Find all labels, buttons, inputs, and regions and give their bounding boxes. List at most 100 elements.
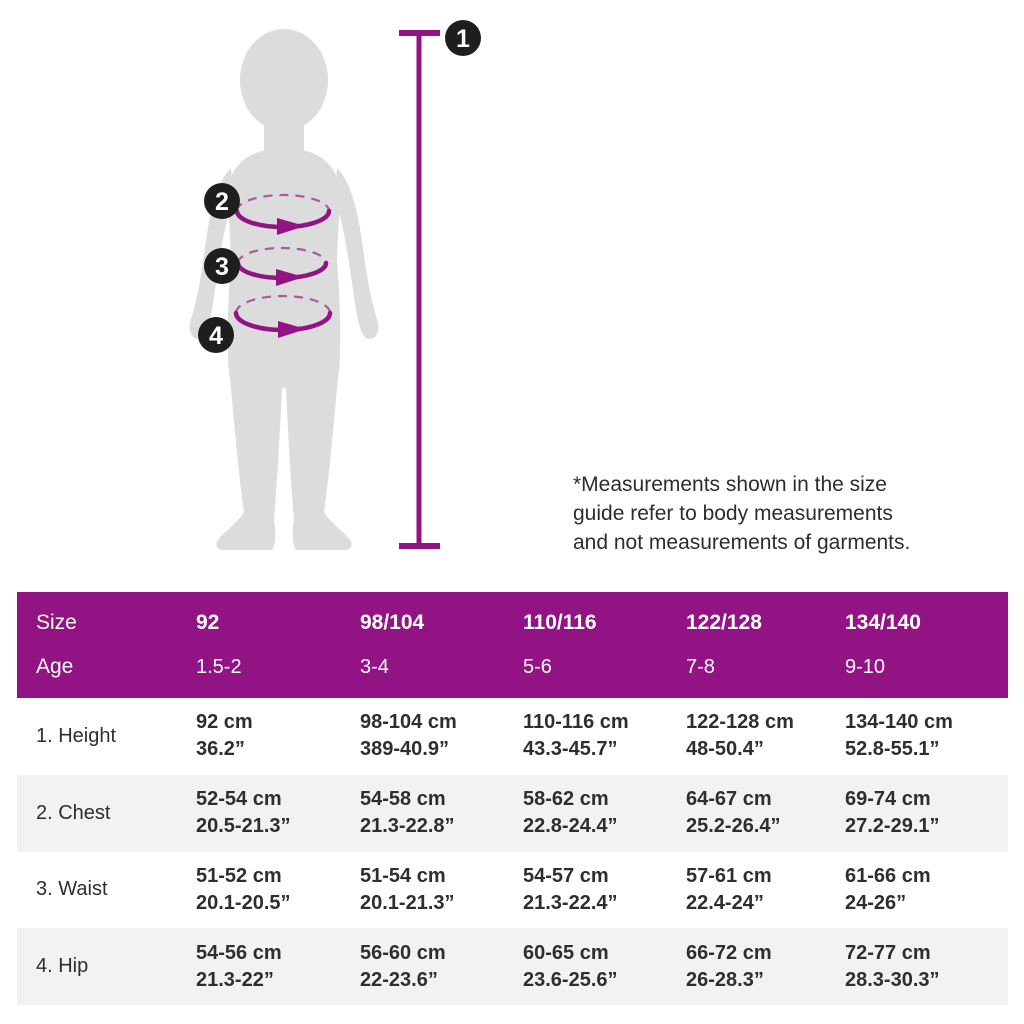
size-header-value-3: 122/128 (686, 611, 762, 634)
inches-value: 36.2” (196, 738, 245, 761)
silhouette-right-arm (335, 168, 379, 339)
age-header-value-0: 1.5-2 (196, 655, 242, 678)
size-header-value-4: 134/140 (845, 611, 921, 634)
marker-badge-waist (204, 248, 240, 284)
cm-value: 98-104 cm (360, 711, 457, 734)
measurement-cell: 54-57 cm 21.3-22.4” (523, 863, 686, 917)
cm-value: 51-54 cm (360, 864, 446, 887)
cm-value: 92 cm (196, 711, 253, 734)
inches-value: 20.1-21.3” (360, 891, 455, 914)
table-row: 3. Waist 51-52 cm 20.1-20.5” 51-54 cm 20.1-2… (17, 851, 1008, 929)
measurement-cell: 60-65 cm 23.6-25.6” (523, 940, 686, 994)
marker-badge-chest (204, 183, 240, 219)
inches-value: 24-26” (845, 891, 907, 914)
cm-value: 110-116 cm (523, 711, 629, 734)
measurement-cell: 69-74 cm 27.2-29.1” (845, 786, 1008, 840)
measurement-note: *Measurements shown in the size guide re… (573, 470, 910, 557)
measurement-cell: 54-56 cm 21.3-22” (196, 940, 360, 994)
inches-value: 48-50.4” (686, 738, 764, 761)
age-header-value-3: 7-8 (686, 655, 715, 678)
cm-value: 61-66 cm (845, 864, 931, 887)
cm-value: 58-62 cm (523, 788, 609, 811)
age-header-value-1: 3-4 (360, 655, 389, 678)
measurement-cell: 51-52 cm 20.1-20.5” (196, 863, 360, 917)
hip-arrowhead-icon (278, 321, 306, 338)
measurement-cell: 56-60 cm 22-23.6” (360, 940, 523, 994)
marker-number-hip: 4 (209, 322, 223, 350)
inches-value: 389-40.9” (360, 738, 449, 761)
silhouette-head (240, 29, 328, 131)
measurement-cell: 57-61 cm 22.4-24” (686, 863, 845, 917)
inches-value: 28.3-30.3” (845, 968, 940, 991)
cm-value: 54-56 cm (196, 941, 282, 964)
measurement-cell: 72-77 cm 28.3-30.3” (845, 940, 1008, 994)
measurement-row-label: 3. Waist (36, 878, 108, 901)
inches-value: 25.2-26.4” (686, 815, 781, 838)
inches-value: 21.3-22” (196, 968, 274, 991)
cm-value: 52-54 cm (196, 788, 282, 811)
inches-value: 22.8-24.4” (523, 815, 618, 838)
age-header-row: Age 1.5-2 3-4 5-6 7-8 9-10 (17, 655, 1008, 679)
cm-value: 60-65 cm (523, 941, 609, 964)
marker-badge-height (445, 20, 481, 56)
size-guide-diagram: 1 2 3 4 (189, 20, 481, 550)
measurement-cell: 66-72 cm 26-28.3” (686, 940, 845, 994)
inches-value: 22.4-24” (686, 891, 764, 914)
inches-value: 20.1-20.5” (196, 891, 291, 914)
age-row-label: Age (36, 655, 74, 678)
cm-value: 134-140 cm (845, 711, 953, 734)
hip-measure-ellipse (233, 294, 333, 338)
size-table-header: Size 92 98/104 110/116 122/128 134/140 Age 1… (17, 592, 1008, 698)
silhouette-neck (264, 108, 304, 154)
table-row: 2. Chest 52-54 cm 20.5-21.3” 54-58 cm 21.3-2… (17, 774, 1008, 852)
marker-number-chest: 2 (215, 188, 229, 216)
measurement-row-label: 1. Height (36, 724, 117, 747)
measurement-row-label: 4. Hip (36, 955, 89, 978)
inches-value: 52.8-55.1” (845, 738, 940, 761)
measurement-cell: 51-54 cm 20.1-21.3” (360, 863, 523, 917)
marker-badges: 1 2 3 4 (198, 20, 481, 353)
age-header-value-4: 9-10 (845, 655, 886, 678)
cm-value: 64-67 cm (686, 788, 772, 811)
cm-value: 72-77 cm (845, 941, 931, 964)
measurement-cell: 134-140 cm 52.8-55.1” (845, 709, 1008, 763)
size-table: Size 92 98/104 110/116 122/128 134/140 Age 1… (17, 592, 1008, 1005)
cm-value: 57-61 cm (686, 864, 772, 887)
size-table-body: 1. Height 92 cm 36.2” 98-104 cm 389-40.9” 110… (17, 698, 1008, 1005)
measurement-cell: 110-116 cm 43.3-45.7” (523, 709, 686, 763)
cm-value: 51-52 cm (196, 864, 282, 887)
inches-value: 43.3-45.7” (523, 738, 618, 761)
height-measure-line (399, 30, 440, 549)
waist-measure-ellipse (235, 246, 329, 286)
measurement-cell: 98-104 cm 389-40.9” (360, 709, 523, 763)
chest-arrowhead-icon (277, 218, 305, 235)
measurement-cell: 122-128 cm 48-50.4” (686, 709, 845, 763)
measurement-cell: 52-54 cm 20.5-21.3” (196, 786, 360, 840)
table-row: 1. Height 92 cm 36.2” 98-104 cm 389-40.9” 110… (17, 698, 1008, 775)
marker-number-waist: 3 (215, 253, 229, 281)
measurement-cell: 54-58 cm 21.3-22.8” (360, 786, 523, 840)
age-header-value-2: 5-6 (523, 655, 552, 678)
inches-value: 22-23.6” (360, 968, 438, 991)
inches-value: 21.3-22.4” (523, 891, 618, 914)
measurement-note-line-2: guide refer to body measurements (573, 502, 893, 525)
size-header-value-1: 98/104 (360, 611, 425, 634)
measurement-row-label: 2. Chest (36, 801, 111, 824)
size-header-value-0: 92 (196, 611, 220, 634)
measurement-cell: 61-66 cm 24-26” (845, 863, 1008, 917)
chest-measure-ellipse (234, 193, 332, 235)
marker-badge-hip (198, 317, 234, 353)
inches-value: 26-28.3” (686, 968, 764, 991)
measurement-cell: 64-67 cm 25.2-26.4” (686, 786, 845, 840)
inches-value: 27.2-29.1” (845, 815, 940, 838)
waist-arrowhead-icon (276, 269, 304, 286)
measurement-note-line-3: and not measurements of garments. (573, 531, 911, 554)
measurement-cell: 92 cm 36.2” (196, 709, 360, 763)
inches-value: 20.5-21.3” (196, 815, 291, 838)
cm-value: 122-128 cm (686, 711, 794, 734)
size-header-value-2: 110/116 (523, 611, 597, 634)
marker-number-height: 1 (456, 25, 470, 53)
cm-value: 54-57 cm (523, 864, 609, 887)
measurement-note-line-1: *Measurements shown in the size (573, 473, 887, 496)
silhouette-torso-legs (216, 148, 352, 550)
